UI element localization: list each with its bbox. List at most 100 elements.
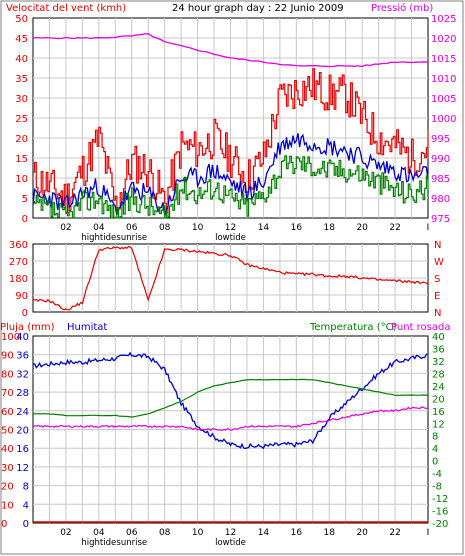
pressure-axis-tick: 1005 <box>431 94 456 105</box>
wind-avg-series <box>32 133 429 216</box>
temp-axis-tick: 4 <box>432 444 438 455</box>
wind-axis-tick: 15 <box>15 154 28 165</box>
humidity-temp-panel: 0102030405060708090100048121620242832364… <box>1 332 448 548</box>
hour-tick-label: 22 <box>389 528 400 538</box>
pressure-axis-tick: 1015 <box>431 54 456 65</box>
hour-tick-label: 18 <box>324 223 336 233</box>
temp-axis-tick: -4 <box>432 469 442 480</box>
temp-axis-tick: 8 <box>432 432 438 443</box>
temp-axis-tick: 12 <box>432 419 445 430</box>
pressure-axis-tick: 1010 <box>431 74 456 85</box>
wind-direction-series <box>32 245 429 311</box>
humidity-axis-tick: 40 <box>1 444 14 455</box>
compass-label: E <box>434 291 440 302</box>
humidity-axis-tick: 50 <box>1 426 14 437</box>
rain-axis-tick: 20 <box>16 426 29 437</box>
hour-tick-label: 22 <box>389 223 400 233</box>
hour-tick-label: 14 <box>258 223 270 233</box>
humidity-series <box>32 351 429 450</box>
rain-axis-tick: 12 <box>16 463 29 474</box>
hour-tick-label: 10 <box>192 528 204 538</box>
pressure-axis-tick: 1020 <box>431 34 456 45</box>
hour-tick-label: 16 <box>291 223 303 233</box>
wind-axis-tick: 45 <box>15 34 28 45</box>
hour-tick-label: 10 <box>192 223 204 233</box>
wind-axis-tick: 30 <box>15 94 28 105</box>
direction-axis-tick: 360 <box>9 240 28 251</box>
direction-axis-tick: 0 <box>22 308 28 319</box>
hour-tick-label: 14 <box>258 528 270 538</box>
temp-axis-tick: 20 <box>432 394 445 405</box>
humidity-axis-tick: 30 <box>1 463 14 474</box>
dew-label: Punt rosada <box>391 322 450 333</box>
direction-axis-tick: 270 <box>9 257 28 268</box>
pressure-axis-tick: 975 <box>431 214 450 225</box>
humidity-axis-tick: 20 <box>1 482 14 493</box>
compass-label: W <box>434 257 444 268</box>
rain-axis-tick: 8 <box>23 482 29 493</box>
wind-axis-tick: 40 <box>15 54 28 65</box>
wind-axis-tick: 25 <box>15 114 28 125</box>
temp-axis-tick: 24 <box>432 382 445 393</box>
humidity-label: Humitat <box>67 322 107 333</box>
wind-axis-tick: 20 <box>15 134 28 145</box>
compass-label: N <box>434 308 441 319</box>
humidity-axis-tick: 60 <box>1 407 14 418</box>
wind-min-series <box>33 155 429 219</box>
rain-axis-tick: 40 <box>16 332 29 343</box>
pressure-axis-tick: 1000 <box>431 114 456 125</box>
hour-tick-label: 02 <box>60 528 71 538</box>
tide-mark-label: hightide <box>81 538 116 548</box>
humidity-axis-tick: 10 <box>1 500 14 511</box>
pressure-axis-tick: 995 <box>431 134 450 145</box>
temp-axis-tick: 40 <box>432 332 445 343</box>
hour-tick-label: 20 <box>356 528 368 538</box>
humidity-axis-tick: 80 <box>1 369 14 380</box>
hour-tick-label: 20 <box>356 223 368 233</box>
compass-label: N <box>434 240 441 251</box>
tide-mark-label: lowtide <box>215 538 246 548</box>
humidity-axis-tick: 100 <box>1 332 20 343</box>
hour-tick-label: I <box>427 528 430 538</box>
rain-axis-tick: 0 <box>23 519 29 530</box>
wind-pressure-panel: 0510152025303540455097598098599099510001… <box>15 14 456 243</box>
temp-axis-tick: 32 <box>432 357 445 368</box>
temp-axis-tick: 28 <box>432 369 445 380</box>
pressure-axis-tick: 1025 <box>431 14 456 25</box>
tide-mark-label: lowtide <box>215 233 246 243</box>
temperature-series <box>32 378 429 418</box>
hour-tick-label: 12 <box>225 223 236 233</box>
tide-mark-label: sunrise <box>116 538 147 548</box>
humidity-axis-tick: 70 <box>1 388 14 399</box>
wind-axis-tick: 10 <box>15 174 28 185</box>
pressure-axis-tick: 990 <box>431 154 450 165</box>
wind-axis-tick: 50 <box>15 14 28 25</box>
hour-tick-label: 06 <box>126 528 138 538</box>
rain-axis-tick: 28 <box>16 388 29 399</box>
wind-axis-tick: 5 <box>22 194 28 205</box>
hour-tick-label: 08 <box>159 223 171 233</box>
hour-tick-label: 16 <box>291 528 303 538</box>
hour-tick-label: 18 <box>324 528 336 538</box>
dewpoint-series <box>32 406 429 432</box>
rain-axis-tick: 16 <box>16 444 29 455</box>
temp-axis-tick: -20 <box>432 519 448 530</box>
pressure-axis-tick: 985 <box>431 174 450 185</box>
rain-axis-tick: 36 <box>16 351 29 362</box>
wind-axis-tick: 0 <box>22 214 28 225</box>
hour-tick-label: 02 <box>60 223 71 233</box>
hour-tick-label: 04 <box>93 223 105 233</box>
humidity-axis-tick: 90 <box>1 351 14 362</box>
tide-mark-label: hightide <box>81 233 116 243</box>
compass-label: S <box>434 274 440 285</box>
rain-axis-tick: 24 <box>16 407 29 418</box>
pressure-axis-tick: 980 <box>431 194 450 205</box>
hour-tick-label: 04 <box>93 528 105 538</box>
rain-label: Pluja (mm) <box>0 322 55 333</box>
temp-axis-tick: -8 <box>432 482 442 493</box>
pressure-series <box>32 33 429 68</box>
wind-speed-series <box>33 68 429 214</box>
tide-mark-label: sunrise <box>116 233 147 243</box>
